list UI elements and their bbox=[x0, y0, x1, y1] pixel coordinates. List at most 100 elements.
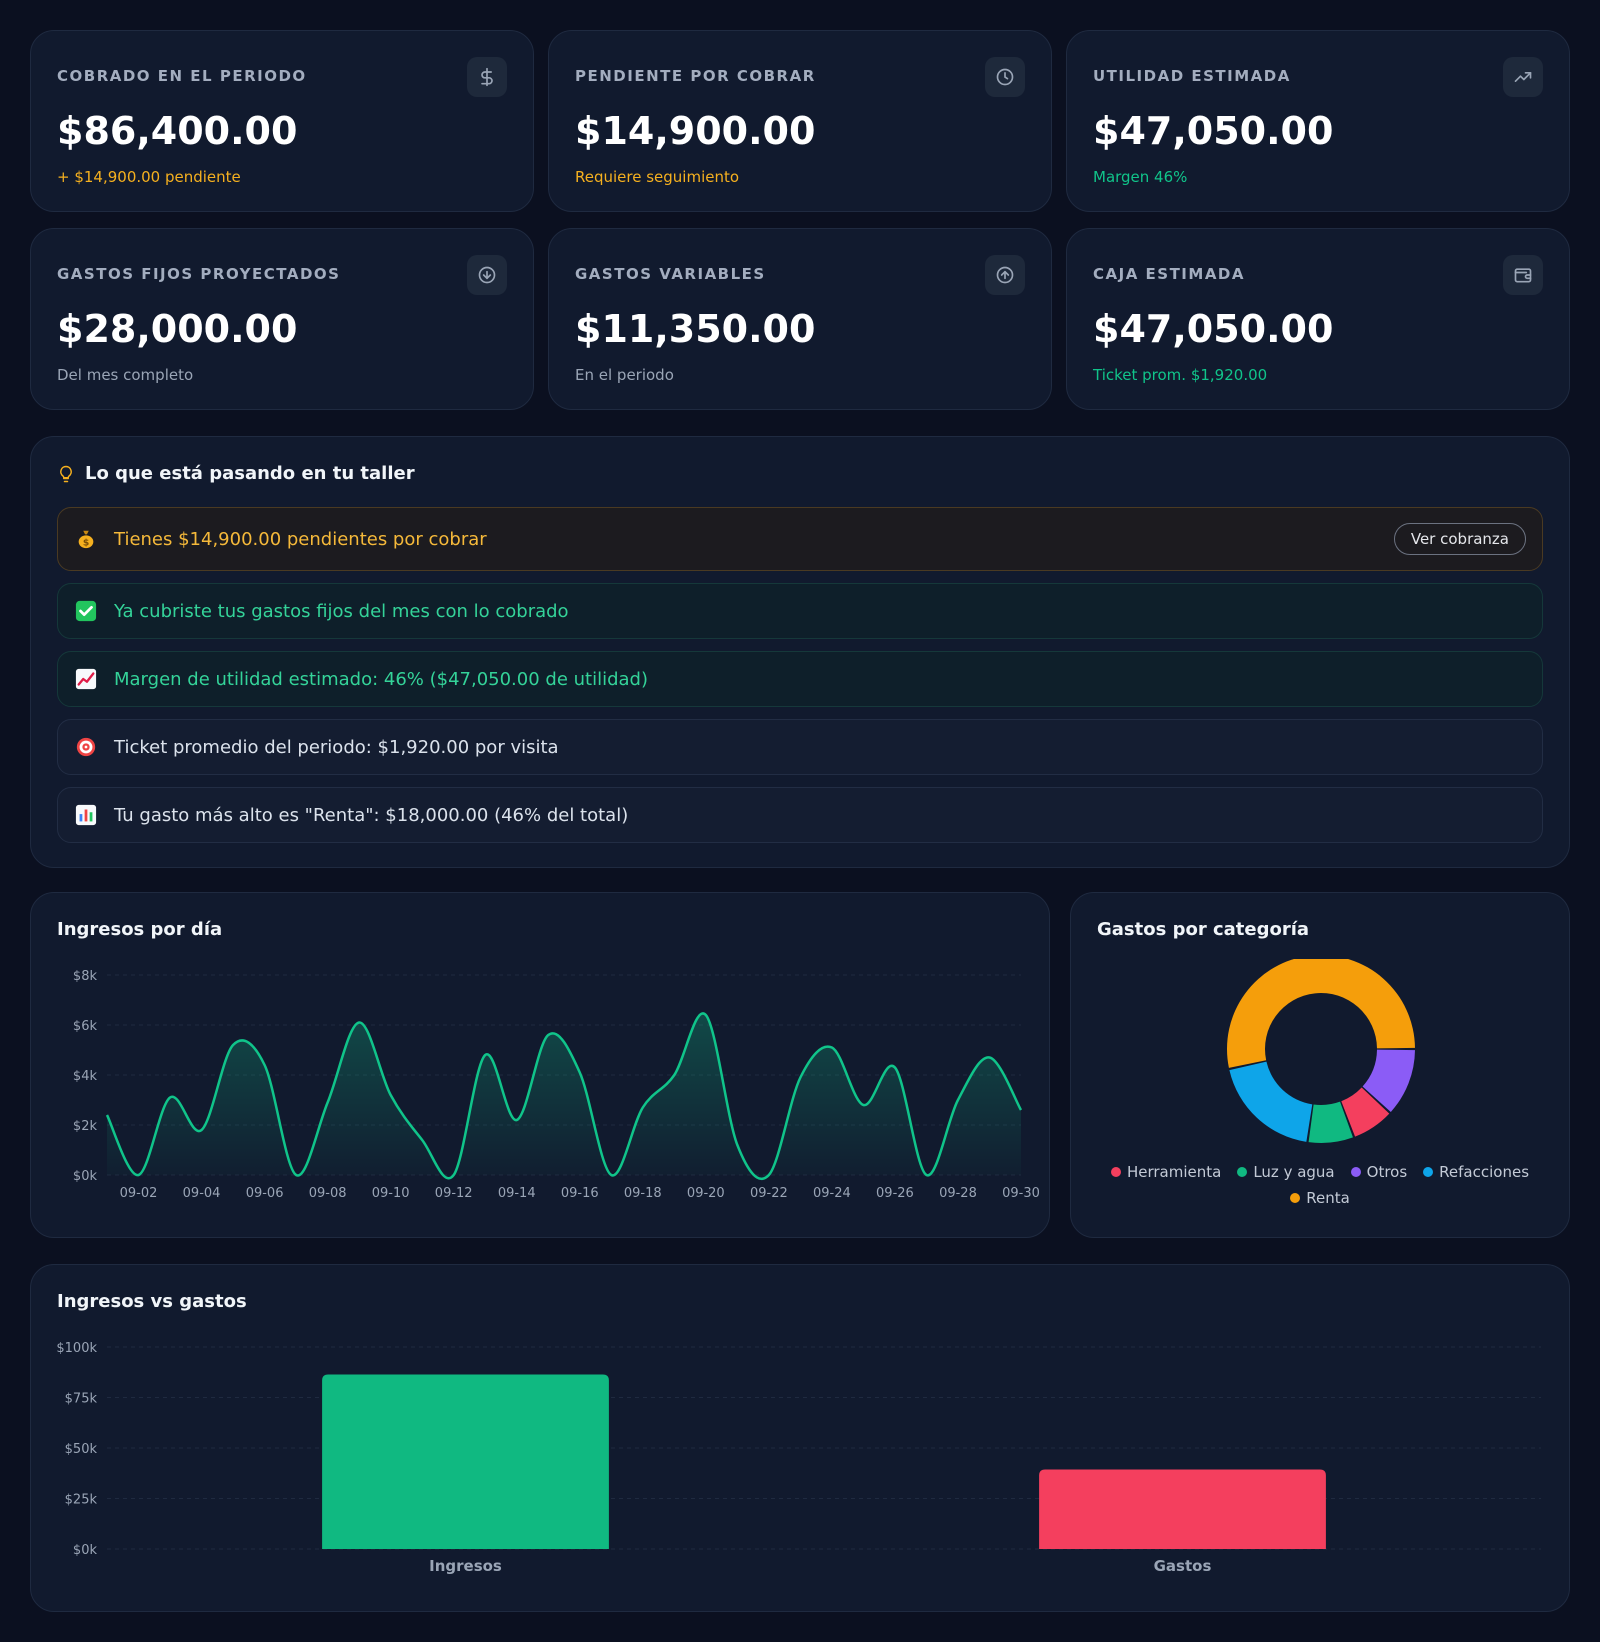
slice-luz-y-agua bbox=[1308, 1101, 1353, 1143]
insight-text: Tienes $14,900.00 pendientes por cobrar bbox=[114, 528, 487, 550]
clock-icon bbox=[985, 57, 1025, 97]
legend-label: Herramienta bbox=[1126, 1163, 1222, 1181]
insights-title: Lo que está pasando en tu taller bbox=[85, 463, 415, 484]
svg-text:$: $ bbox=[83, 537, 89, 548]
legend-item: Renta bbox=[1290, 1189, 1350, 1207]
kpi-value: $86,400.00 bbox=[57, 109, 298, 153]
income-area bbox=[107, 1013, 1021, 1179]
kpi-title: PENDIENTE POR COBRAR bbox=[575, 67, 816, 85]
legend-swatch bbox=[1350, 1167, 1361, 1177]
income-vs-expenses-bar-chart: $0k $25k $50k $75k $100k Ingresos Gastos bbox=[56, 1341, 1541, 1575]
kpi-title: COBRADO EN EL PERIODO bbox=[57, 67, 307, 85]
kpi-subtext: Margen 46% bbox=[1093, 168, 1188, 186]
insights-panel: Lo que está pasando en tu taller $ Tiene… bbox=[30, 436, 1570, 868]
expenses-donut-chart bbox=[1227, 959, 1415, 1143]
target-icon bbox=[74, 735, 98, 759]
x-tick-label: 09-08 bbox=[309, 1186, 347, 1201]
legend-swatch bbox=[1237, 1167, 1248, 1177]
kpi-subtext: Del mes completo bbox=[57, 366, 194, 384]
y-tick-label: $4k bbox=[73, 1069, 98, 1084]
legend-item: Luz y agua bbox=[1237, 1163, 1335, 1181]
legend-label: Luz y agua bbox=[1253, 1163, 1335, 1181]
y-tick-label: $100k bbox=[56, 1341, 97, 1356]
insight-text: Ticket promedio del periodo: $1,920.00 p… bbox=[114, 736, 559, 758]
slice-otros bbox=[1362, 1049, 1415, 1112]
lightbulb-icon bbox=[57, 465, 75, 483]
y-tick-label: $0k bbox=[73, 1169, 98, 1184]
money-bag-icon: $ bbox=[74, 527, 98, 551]
slice-renta bbox=[1227, 959, 1415, 1068]
x-tick-label: 09-28 bbox=[939, 1186, 977, 1201]
kpi-card-gastos-variables: GASTOS VARIABLES $11,350.00 En el period… bbox=[548, 228, 1052, 410]
slice-herramienta bbox=[1341, 1087, 1390, 1137]
insight-fixed-costs: Ya cubriste tus gastos fijos del mes con… bbox=[57, 583, 1543, 639]
x-tick-label: 09-16 bbox=[561, 1186, 599, 1201]
kpi-title: GASTOS VARIABLES bbox=[575, 265, 766, 283]
insight-margin: Margen de utilidad estimado: 46% ($47,05… bbox=[57, 651, 1543, 707]
kpi-subtext: En el periodo bbox=[575, 366, 674, 384]
legend-swatch bbox=[1423, 1167, 1434, 1177]
insight-text: Ya cubriste tus gastos fijos del mes con… bbox=[114, 600, 569, 622]
x-tick-label: Gastos bbox=[1154, 1557, 1212, 1575]
legend-label: Otros bbox=[1366, 1163, 1408, 1181]
arrow-down-circle-icon bbox=[467, 255, 507, 295]
legend-swatch bbox=[1290, 1193, 1301, 1203]
legend-item: Herramienta bbox=[1110, 1163, 1222, 1181]
insight-top-expense: Tu gasto más alto es "Renta": $18,000.00… bbox=[57, 787, 1543, 843]
kpi-value: $28,000.00 bbox=[57, 307, 298, 351]
y-tick-label: $8k bbox=[73, 969, 98, 984]
bar-gastos bbox=[1039, 1469, 1326, 1549]
y-tick-label: $0k bbox=[73, 1543, 98, 1558]
insights-heading: Lo que está pasando en tu taller bbox=[57, 463, 415, 484]
kpi-card-cobrado: COBRADO EN EL PERIODO $86,400.00 + $14,9… bbox=[30, 30, 534, 212]
kpi-title: CAJA ESTIMADA bbox=[1093, 265, 1245, 283]
legend-label: Refacciones bbox=[1439, 1163, 1530, 1181]
chart-title: Ingresos por día bbox=[57, 919, 223, 940]
x-tick-label: 09-04 bbox=[183, 1186, 221, 1201]
income-by-day-card: Ingresos por día $0k $2k $4k $6k $8k 09-02 09-… bbox=[30, 892, 1050, 1238]
kpi-value: $47,050.00 bbox=[1093, 109, 1334, 153]
x-tick-label: 09-10 bbox=[372, 1186, 410, 1201]
slice-refacciones bbox=[1229, 1061, 1313, 1142]
x-tick-label: 09-12 bbox=[435, 1186, 473, 1201]
kpi-card-pendiente: PENDIENTE POR COBRAR $14,900.00 Requiere… bbox=[548, 30, 1052, 212]
x-tick-label: 09-26 bbox=[876, 1186, 914, 1201]
x-tick-label: 09-22 bbox=[750, 1186, 788, 1201]
insight-pending: $ Tienes $14,900.00 pendientes por cobra… bbox=[57, 507, 1543, 571]
legend-label: Renta bbox=[1306, 1189, 1350, 1207]
chart-legend: Herramienta Luz y agua Otros Refacciones Ren… bbox=[1071, 1163, 1569, 1207]
check-mark-icon bbox=[74, 599, 98, 623]
kpi-title: GASTOS FIJOS PROYECTADOS bbox=[57, 265, 341, 283]
kpi-subtext: Ticket prom. $1,920.00 bbox=[1093, 366, 1268, 384]
x-tick-label: 09-06 bbox=[246, 1186, 284, 1201]
kpi-card-gastos-fijos: GASTOS FIJOS PROYECTADOS $28,000.00 Del … bbox=[30, 228, 534, 410]
dollar-icon bbox=[467, 57, 507, 97]
arrow-up-circle-icon bbox=[985, 255, 1025, 295]
chart-title: Gastos por categoría bbox=[1097, 919, 1310, 940]
income-vs-expenses-card: Ingresos vs gastos $0k $25k $50k $75k $100k I… bbox=[30, 1264, 1570, 1612]
bar-chart-icon bbox=[74, 803, 98, 827]
chart-increasing-icon bbox=[74, 667, 98, 691]
expenses-by-category-card: Gastos por categoría Herramienta Luz y ag… bbox=[1070, 892, 1570, 1238]
kpi-card-utilidad: UTILIDAD ESTIMADA $47,050.00 Margen 46% bbox=[1066, 30, 1570, 212]
x-tick-label: 09-24 bbox=[813, 1186, 851, 1201]
x-tick-label: 09-14 bbox=[498, 1186, 536, 1201]
kpi-value: $11,350.00 bbox=[575, 307, 816, 351]
income-line bbox=[105, 1012, 1023, 1181]
x-tick-label: 09-18 bbox=[624, 1186, 662, 1201]
kpi-value: $47,050.00 bbox=[1093, 307, 1334, 351]
trending-up-icon bbox=[1503, 57, 1543, 97]
y-tick-label: $50k bbox=[65, 1442, 98, 1457]
legend-swatch bbox=[1110, 1167, 1121, 1177]
y-tick-label: $75k bbox=[65, 1392, 98, 1407]
y-tick-label: $25k bbox=[65, 1493, 98, 1508]
insight-text: Tu gasto más alto es "Renta": $18,000.00… bbox=[114, 804, 629, 826]
wallet-icon bbox=[1503, 255, 1543, 295]
ver-cobranza-button[interactable]: Ver cobranza bbox=[1393, 523, 1526, 555]
kpi-value: $14,900.00 bbox=[575, 109, 816, 153]
x-tick-label: 09-20 bbox=[687, 1186, 725, 1201]
income-line-chart: $0k $2k $4k $6k $8k 09-02 09-04 09-06 09-08 09-10… bbox=[73, 969, 1040, 1201]
insight-ticket: Ticket promedio del periodo: $1,920.00 p… bbox=[57, 719, 1543, 775]
kpi-subtext: Requiere seguimiento bbox=[575, 168, 740, 186]
kpi-subtext: + $14,900.00 pendiente bbox=[57, 168, 241, 186]
